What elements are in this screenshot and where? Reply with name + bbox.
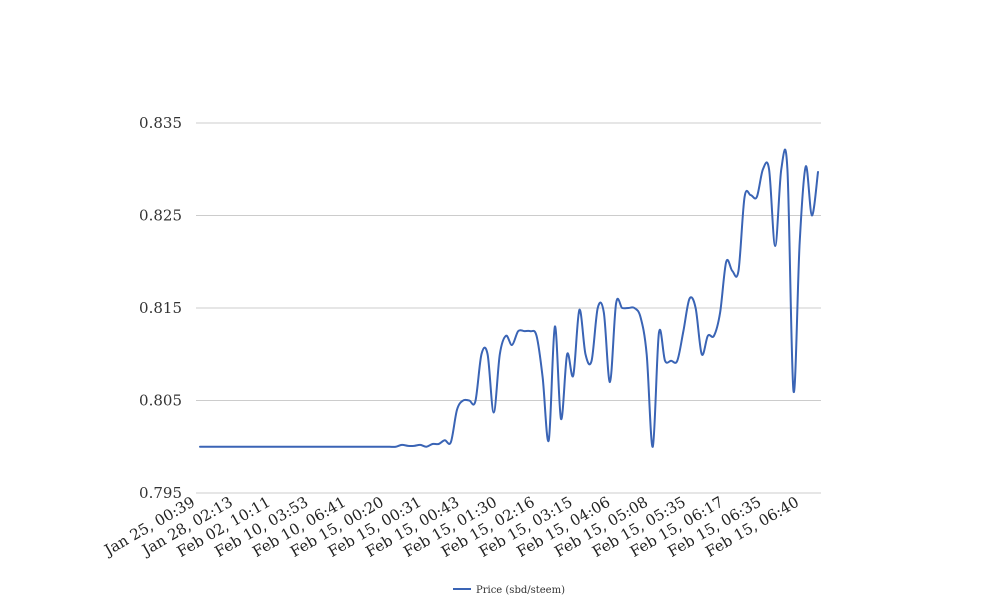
y-axis-ticks: 0.795 0.805 0.815 0.825 0.835 [139, 114, 182, 502]
y-tick-label: 0.835 [139, 114, 182, 132]
grid-lines [196, 122, 821, 494]
series-line-price [199, 148, 819, 448]
series-layer [199, 148, 819, 448]
y-tick-label: 0.815 [139, 299, 182, 317]
y-tick-label: 0.805 [139, 392, 182, 410]
legend-label: Price (sbd/steem) [476, 585, 565, 596]
legend: Price (sbd/steem) [453, 585, 565, 596]
y-tick-label: 0.795 [139, 484, 182, 502]
y-tick-label: 0.825 [139, 207, 182, 225]
